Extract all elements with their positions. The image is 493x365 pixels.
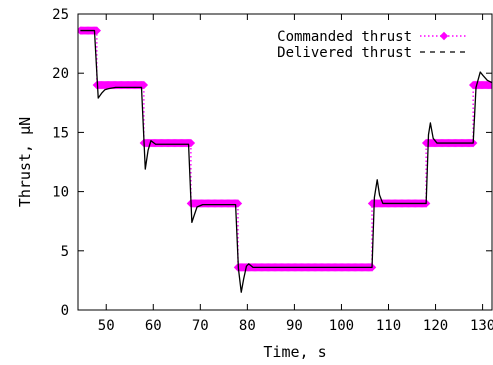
y-tick-label: 20 [52, 66, 69, 82]
y-tick-label: 10 [52, 185, 69, 201]
y-tick-label: 5 [61, 244, 69, 260]
commanded-thrust-marker [186, 138, 196, 148]
x-tick-label: 100 [329, 318, 354, 334]
delivered-thrust-line [80, 29, 492, 293]
legend: Commanded thrust Delivered thrust [238, 22, 490, 61]
x-tick-label: 90 [286, 318, 303, 334]
legend-label-delivered: Delivered thrust [277, 45, 412, 61]
legend-background [238, 22, 490, 58]
y-axis-title: Thrust, µN [16, 117, 34, 207]
x-axis-title: Time, s [263, 343, 326, 361]
x-tick-label: 60 [145, 318, 162, 334]
axes-layer: 50 60 70 80 90 100 110 120 130 0 5 10 15 20 25 [52, 7, 493, 334]
legend-swatch-commanded [420, 31, 468, 41]
y-tick-label: 15 [52, 125, 69, 141]
legend-label-commanded: Commanded thrust [277, 29, 412, 45]
y-tick-label: 25 [52, 7, 69, 23]
x-tick-label: 130 [470, 318, 493, 334]
commanded-thrust-marker [487, 80, 492, 90]
x-tick-label: 70 [192, 318, 209, 334]
plot-frame [77, 13, 493, 311]
x-tick-label: 80 [239, 318, 256, 334]
x-tick-label: 50 [98, 318, 115, 334]
commanded-thrust-marker [92, 26, 102, 35]
x-tick-label: 110 [376, 318, 401, 334]
y-tick-label: 0 [61, 303, 69, 319]
x-tick-label: 120 [423, 318, 448, 334]
commanded-thrust-line [80, 29, 492, 269]
series-layer [78, 26, 492, 293]
